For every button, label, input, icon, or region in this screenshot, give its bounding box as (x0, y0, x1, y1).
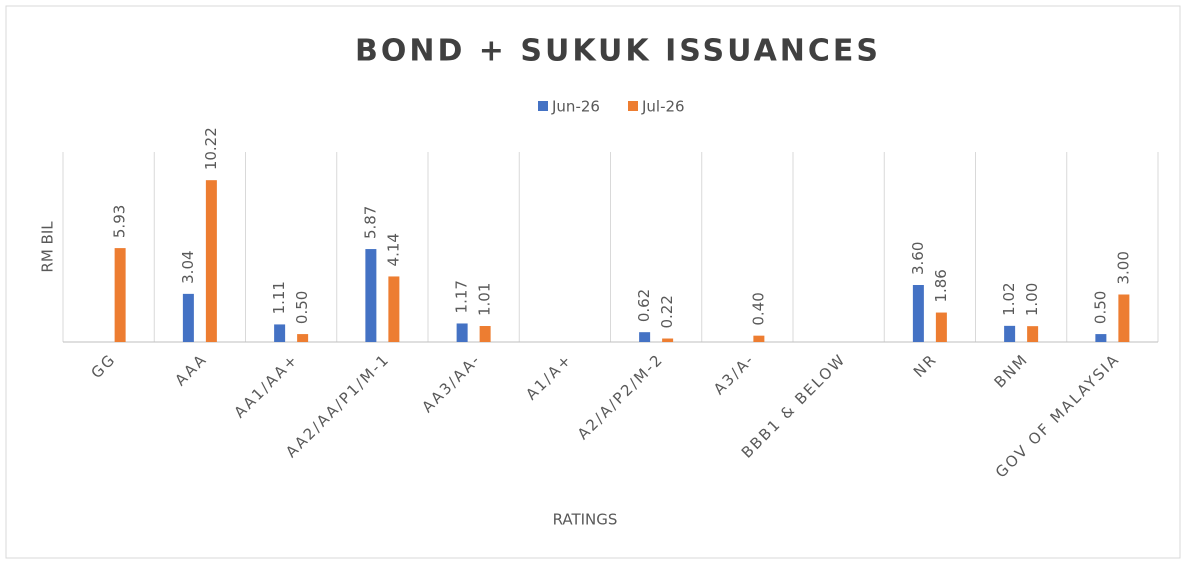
data-label: 0.50 (293, 291, 311, 324)
data-label: 1.01 (476, 283, 494, 316)
x-axis-title: RATINGS (553, 511, 618, 529)
bar (365, 249, 377, 342)
bar (753, 335, 765, 342)
data-label: 1.86 (932, 269, 950, 302)
data-label: 3.00 (1114, 251, 1132, 284)
bar (274, 324, 286, 342)
data-label: 5.87 (361, 206, 379, 239)
bar (1027, 326, 1039, 342)
bar (639, 332, 651, 342)
legend-label: Jul-26 (641, 98, 685, 116)
bar (1118, 294, 1130, 342)
bar (182, 293, 194, 342)
bar (912, 285, 924, 342)
data-label: 3.04 (179, 250, 197, 283)
data-label: 1.00 (1023, 283, 1041, 316)
bar (456, 323, 468, 342)
legend-swatch (628, 101, 638, 111)
bar (935, 312, 947, 342)
chart-border (5, 5, 1181, 559)
data-label: 0.50 (1091, 291, 1109, 324)
legend-swatch (538, 101, 548, 111)
data-label: 0.62 (635, 289, 653, 322)
bar (1095, 334, 1107, 342)
bar (114, 248, 126, 342)
y-axis-title: RM BIL (39, 221, 57, 273)
chart-title: BOND + SUKUK ISSUANCES (355, 34, 881, 69)
bar (205, 180, 217, 342)
data-label: 1.02 (1000, 282, 1018, 315)
bar (1004, 325, 1016, 342)
legend-label: Jun-26 (551, 98, 600, 116)
data-label: 10.22 (202, 127, 220, 170)
data-label: 3.60 (909, 242, 927, 275)
bar (388, 276, 400, 342)
data-label: 0.40 (749, 292, 767, 325)
data-label: 1.17 (453, 280, 471, 313)
data-label: 1.11 (270, 281, 288, 314)
data-label: 4.14 (384, 233, 402, 266)
bar (479, 326, 491, 342)
bar (297, 334, 309, 342)
data-label: 0.22 (658, 295, 676, 328)
data-label: 5.93 (111, 205, 129, 238)
bar (662, 338, 674, 342)
